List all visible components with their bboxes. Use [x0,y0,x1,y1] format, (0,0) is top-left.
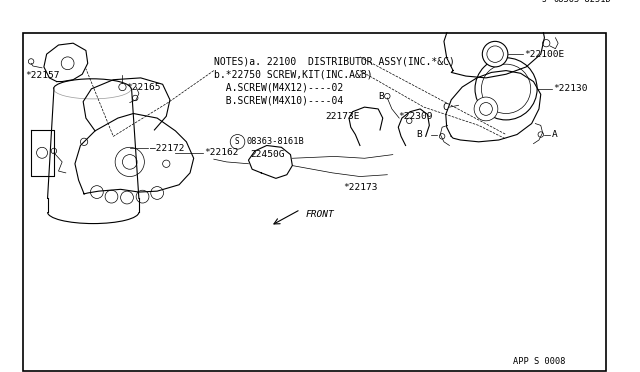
Text: —22172: —22172 [150,144,184,153]
Text: *22165: *22165 [126,83,161,92]
Circle shape [230,135,245,149]
Circle shape [385,93,390,99]
Circle shape [120,191,133,204]
Circle shape [475,58,537,120]
Text: *22157: *22157 [26,71,60,80]
Circle shape [122,155,137,169]
Circle shape [51,148,57,154]
Text: A: A [552,130,557,139]
Circle shape [440,134,445,139]
Circle shape [90,186,103,198]
Text: 08363-8251D: 08363-8251D [554,0,611,4]
Text: b.*22750 SCREW,KIT(INC.A&B): b.*22750 SCREW,KIT(INC.A&B) [214,70,372,80]
Circle shape [36,147,47,158]
Circle shape [487,46,503,62]
Circle shape [105,190,118,203]
Circle shape [543,39,550,47]
Text: *22173: *22173 [344,183,378,192]
Text: B: B [378,92,384,101]
Circle shape [474,97,498,121]
Text: *22309: *22309 [398,112,433,121]
Circle shape [481,64,531,113]
Circle shape [28,59,34,64]
Circle shape [115,147,145,177]
Text: *22162: *22162 [205,148,239,157]
Circle shape [406,118,412,124]
Text: *22100E: *22100E [524,49,564,59]
Circle shape [479,103,492,115]
Circle shape [163,160,170,167]
FancyBboxPatch shape [23,33,605,371]
Text: B: B [417,130,422,139]
Circle shape [537,0,552,7]
Text: 08363-8161B: 08363-8161B [246,137,305,146]
Circle shape [136,190,149,203]
Text: FRONT: FRONT [305,211,334,219]
Text: B.SCREW(M4X10)----04: B.SCREW(M4X10)----04 [214,95,343,105]
Circle shape [151,187,164,199]
Text: NOTES)a. 22100  DISTRIBUTOR ASSY(INC.*&C): NOTES)a. 22100 DISTRIBUTOR ASSY(INC.*&C) [214,57,454,67]
Text: S: S [234,137,239,146]
Text: *22130: *22130 [554,84,588,93]
Text: S: S [541,0,546,4]
Circle shape [538,132,543,137]
Circle shape [81,138,88,145]
Text: APP S 0008: APP S 0008 [513,356,566,366]
Text: C: C [442,103,448,112]
Circle shape [483,41,508,67]
Text: 22450G: 22450G [250,150,285,159]
Text: 22173E: 22173E [325,112,360,121]
Circle shape [61,57,74,70]
Circle shape [132,95,138,101]
Circle shape [119,83,126,91]
Text: A.SCREW(M4X12)----02: A.SCREW(M4X12)----02 [214,83,343,93]
